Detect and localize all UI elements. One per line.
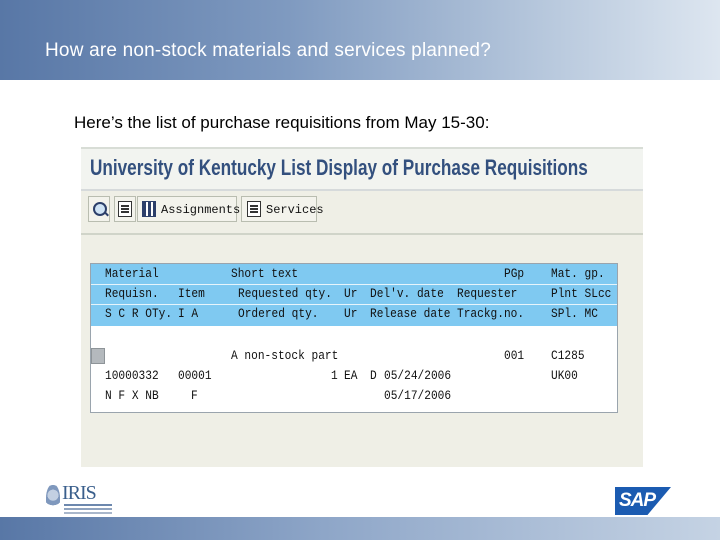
col-unit: Ur — [344, 286, 358, 301]
status-codes-value: N F X NB — [105, 388, 159, 403]
col-requester: Requester — [457, 286, 518, 301]
delivery-date-value: 05/24/2006 — [384, 368, 452, 383]
screen-title-bar: University of Kentucky List Display of P… — [81, 147, 643, 191]
screen-title: University of Kentucky List Display of P… — [90, 155, 588, 180]
services-label: Services — [266, 203, 324, 217]
services-button[interactable]: Services — [241, 196, 324, 222]
grid-icon — [142, 201, 156, 217]
mat-gp-value: C1285 — [551, 348, 585, 363]
col-tracking-no: Trackg.no. — [457, 306, 525, 321]
table-row[interactable]: 10000332 00001 1 EA D 05/24/2006 UK00 — [91, 366, 617, 386]
table-row[interactable]: A non-stock part 001 C1285 — [91, 346, 617, 366]
iris-logo: IRIS — [46, 482, 116, 516]
row-select-checkbox[interactable] — [91, 348, 105, 364]
table-row[interactable]: N F X NB F 05/17/2006 — [91, 386, 617, 406]
short-text-value: A non-stock part — [231, 348, 339, 363]
col-item-category: I A — [178, 306, 199, 321]
header-row: Requisn. Item Requested qty. Ur Del'v. d… — [91, 284, 617, 305]
slide-header: How are non-stock materials and services… — [0, 0, 720, 80]
quantity-value: 1 — [331, 368, 338, 383]
iris-logo-text: IRIS — [62, 482, 97, 504]
requisition-list: Material Short text PGp Mat. gp. Requisn… — [90, 263, 618, 413]
col-unit: Ur — [344, 306, 358, 321]
col-ordered-qty: Ordered qty. — [238, 306, 319, 321]
item-category-value: F — [191, 388, 198, 403]
slide-title: How are non-stock materials and services… — [45, 40, 491, 61]
details-button[interactable] — [88, 196, 110, 222]
date-type-value: D — [370, 368, 377, 383]
col-release-date: Release date — [370, 306, 451, 321]
print-button[interactable] — [114, 196, 136, 222]
col-pgp: PGp — [504, 266, 525, 281]
unit-value: EA — [344, 368, 358, 383]
footer-band — [0, 517, 720, 540]
search-icon — [93, 202, 107, 216]
col-status-codes: S C R OTy. — [105, 306, 173, 321]
header-row: Material Short text PGp Mat. gp. — [91, 264, 617, 285]
pgp-value: 001 — [504, 348, 525, 363]
application-toolbar: Assignments Services — [81, 191, 643, 227]
col-requested-qty: Requested qty. — [238, 286, 332, 301]
iris-tagline-lines — [64, 504, 112, 506]
sap-logo-text: SAP — [619, 490, 656, 511]
list-header: Material Short text PGp Mat. gp. Requisn… — [91, 264, 617, 326]
col-plant-sloc: Plnt SLcc — [551, 286, 612, 301]
document-icon — [247, 201, 261, 217]
document-icon — [118, 201, 132, 217]
iris-flower-icon — [46, 484, 60, 512]
assignments-label: Assignments — [161, 203, 241, 217]
release-date-value: 05/17/2006 — [384, 388, 452, 403]
col-short-text: Short text — [231, 266, 299, 281]
assignments-button[interactable]: Assignments — [137, 196, 241, 222]
col-requisn: Requisn. — [105, 286, 159, 301]
plant-value: UK00 — [551, 368, 578, 383]
toolbar-divider — [81, 233, 643, 235]
requisition-number: 10000332 — [105, 368, 159, 383]
item-number: 00001 — [178, 368, 212, 383]
col-item: Item — [178, 286, 205, 301]
sap-screen: University of Kentucky List Display of P… — [81, 147, 643, 467]
sap-logo: SAP — [615, 487, 671, 515]
col-material: Material — [105, 266, 159, 281]
col-mat-gp: Mat. gp. — [551, 266, 605, 281]
col-delivery-date: Del'v. date — [370, 286, 444, 301]
header-row: S C R OTy. I A Ordered qty. Ur Release d… — [91, 304, 617, 324]
col-spl-mc: SPl. MC — [551, 306, 598, 321]
slide-subtitle: Here’s the list of purchase requisitions… — [74, 113, 490, 132]
